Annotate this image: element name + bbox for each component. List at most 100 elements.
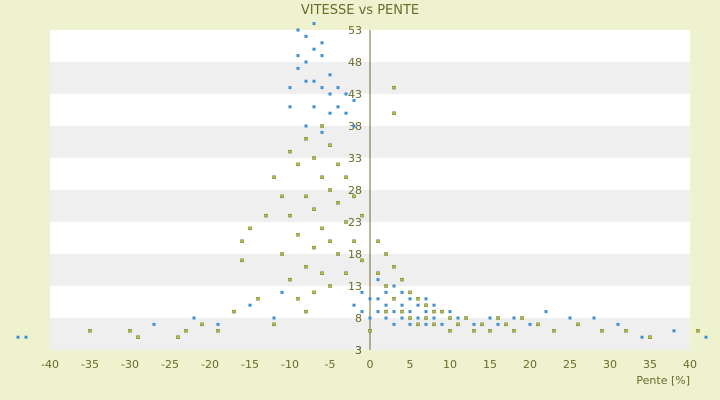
blue-point bbox=[304, 60, 308, 64]
x-tick-label: -35 bbox=[81, 358, 99, 371]
blue-point bbox=[544, 310, 548, 314]
blue-point bbox=[312, 47, 316, 51]
green-point bbox=[312, 245, 316, 250]
blue-point bbox=[424, 310, 428, 314]
green-point bbox=[336, 201, 340, 205]
blue-point bbox=[640, 335, 644, 339]
blue-point bbox=[304, 124, 308, 128]
green-point bbox=[456, 322, 460, 327]
blue-point bbox=[416, 316, 420, 320]
blue-point bbox=[304, 34, 308, 38]
green-point bbox=[416, 297, 420, 301]
y-tick-label: 8 bbox=[355, 312, 362, 325]
blue-point bbox=[352, 124, 356, 128]
green-point bbox=[424, 303, 428, 307]
blue-point bbox=[512, 316, 516, 320]
green-point bbox=[296, 233, 300, 237]
blue-point bbox=[376, 278, 380, 282]
green-point bbox=[328, 284, 332, 288]
blue-point bbox=[288, 105, 292, 109]
blue-point bbox=[368, 316, 372, 320]
y-tick-label: 33 bbox=[348, 152, 362, 165]
green-point bbox=[392, 297, 396, 301]
green-point bbox=[344, 175, 348, 179]
blue-point bbox=[392, 322, 396, 326]
green-point bbox=[128, 329, 132, 333]
green-point bbox=[88, 329, 92, 333]
x-tick-label: 25 bbox=[563, 358, 577, 371]
green-point bbox=[360, 213, 364, 218]
blue-point bbox=[424, 297, 428, 301]
green-point bbox=[488, 329, 492, 333]
blue-point bbox=[312, 105, 316, 109]
green-point bbox=[280, 194, 284, 199]
x-tick-label: 30 bbox=[603, 358, 617, 371]
green-point bbox=[464, 316, 468, 320]
green-point bbox=[696, 329, 700, 333]
blue-point bbox=[304, 79, 308, 83]
blue-point bbox=[336, 86, 340, 90]
green-point bbox=[504, 322, 508, 327]
blue-point bbox=[312, 79, 316, 83]
x-tick-label: -40 bbox=[41, 358, 59, 371]
blue-point bbox=[312, 22, 316, 26]
green-point bbox=[320, 175, 324, 179]
green-point bbox=[536, 322, 540, 327]
blue-point bbox=[320, 130, 324, 134]
blue-point bbox=[296, 66, 300, 70]
blue-point bbox=[432, 303, 436, 307]
x-tick-label: 0 bbox=[367, 358, 374, 371]
green-point bbox=[552, 329, 556, 333]
blue-point bbox=[320, 86, 324, 90]
green-point bbox=[336, 252, 340, 256]
series-blue-points bbox=[16, 22, 708, 339]
blue-point bbox=[320, 41, 324, 45]
green-point bbox=[216, 329, 220, 333]
green-point bbox=[272, 322, 276, 327]
green-point bbox=[368, 329, 372, 333]
blue-point bbox=[408, 310, 412, 314]
green-point bbox=[320, 271, 324, 275]
blue-point bbox=[488, 316, 492, 320]
y-tick-label: 3 bbox=[355, 344, 362, 357]
blue-point bbox=[704, 335, 708, 339]
green-point bbox=[600, 329, 604, 333]
blue-point bbox=[288, 86, 292, 90]
green-point bbox=[344, 271, 348, 275]
green-point bbox=[416, 322, 420, 327]
blue-point bbox=[368, 297, 372, 301]
blue-point bbox=[328, 73, 332, 77]
blue-point bbox=[376, 297, 380, 301]
series-green-points bbox=[88, 85, 700, 339]
blue-point bbox=[320, 54, 324, 58]
green-point bbox=[328, 188, 332, 192]
blue-point bbox=[400, 290, 404, 294]
x-tick-labels: -40 -35 -30 -25 -20 -15 -10 -5 0 5 10 15 20 25 30 35 40 bbox=[41, 358, 697, 371]
blue-point bbox=[408, 297, 412, 301]
green-point bbox=[304, 194, 308, 199]
blue-point bbox=[400, 303, 404, 307]
green-point bbox=[392, 85, 396, 90]
blue-point bbox=[416, 303, 420, 307]
green-point bbox=[496, 316, 500, 320]
green-point bbox=[256, 297, 260, 301]
green-point bbox=[448, 316, 452, 320]
green-point bbox=[240, 239, 244, 243]
blue-point bbox=[616, 322, 620, 326]
blue-point bbox=[344, 111, 348, 115]
y-tick-labels: 338131823283338434853 bbox=[348, 24, 362, 357]
green-point bbox=[328, 143, 332, 147]
green-point bbox=[288, 149, 292, 154]
blue-point bbox=[496, 322, 500, 326]
blue-point bbox=[296, 54, 300, 58]
x-tick-label: -20 bbox=[201, 358, 219, 371]
green-point bbox=[384, 284, 388, 288]
green-point bbox=[512, 329, 516, 333]
blue-point bbox=[384, 316, 388, 320]
green-point bbox=[432, 309, 436, 314]
x-tick-label: 5 bbox=[407, 358, 414, 371]
blue-point bbox=[528, 322, 532, 326]
blue-point bbox=[360, 310, 364, 314]
blue-point bbox=[568, 316, 572, 320]
